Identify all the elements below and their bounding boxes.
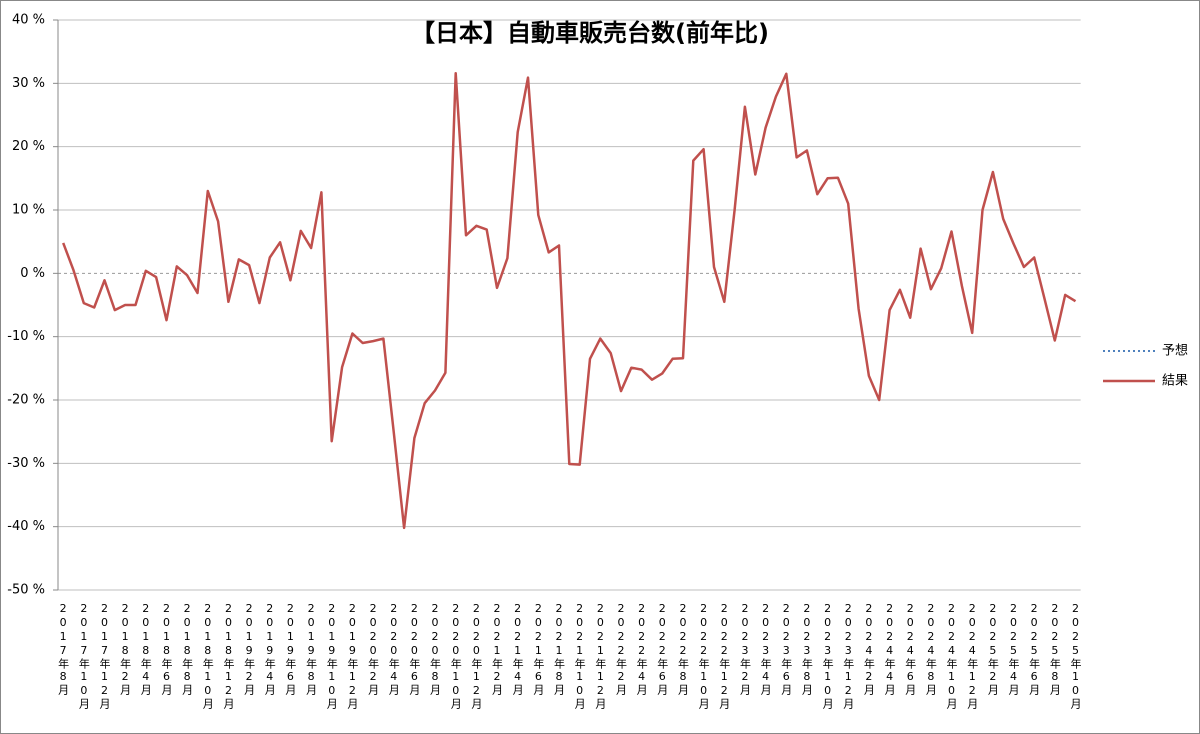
x-tick-label: 2018年12月: [222, 602, 235, 710]
x-tick-label: 2021年8月: [553, 602, 566, 696]
x-tick-label: 2023年4月: [759, 602, 772, 696]
x-tick-label: 2020年8月: [429, 602, 442, 696]
x-tick-label: 2024年6月: [904, 602, 917, 696]
x-tick-label: 2018年6月: [160, 602, 173, 696]
y-tick-label: -10 %: [7, 329, 45, 344]
x-tick-label: 2019年12月: [346, 602, 359, 710]
x-tick-label: 2022年10月: [697, 602, 710, 710]
chart-title: 【日本】自動車販売台数(前年比): [411, 19, 769, 47]
y-tick-label: 0 %: [20, 266, 45, 281]
y-tick-label: -50 %: [7, 583, 45, 598]
y-tick-label: 40 %: [12, 13, 45, 28]
y-tick-label: 10 %: [12, 203, 45, 218]
x-tick-label: 2018年4月: [139, 602, 152, 696]
x-tick-label: 2021年2月: [491, 602, 504, 696]
x-tick-label: 2021年12月: [594, 602, 607, 710]
x-tick-label: 2019年10月: [325, 602, 338, 710]
y-tick-label: -20 %: [7, 393, 45, 408]
x-tick-label: 2018年2月: [119, 602, 132, 696]
x-tick-label: 2021年10月: [573, 602, 586, 710]
x-tick-label: 2020年4月: [387, 602, 400, 696]
x-tick-label: 2021年6月: [532, 602, 545, 696]
x-tick-label: 2023年12月: [842, 602, 855, 710]
x-tick-label: 2022年4月: [635, 602, 648, 696]
x-tick-label: 2025年6月: [1028, 602, 1041, 696]
x-tick-label: 2020年2月: [367, 602, 380, 696]
x-tick-label: 2023年6月: [780, 602, 793, 696]
x-tick-label: 2024年8月: [924, 602, 937, 696]
x-tick-label: 2019年4月: [263, 602, 276, 696]
x-tick-label: 2020年12月: [470, 602, 483, 710]
y-tick-label: 30 %: [12, 76, 45, 91]
x-tick-label: 2025年10月: [1069, 602, 1082, 710]
y-tick-label: -40 %: [7, 519, 45, 534]
x-tick-label: 2025年2月: [986, 602, 999, 696]
legend-label: 予想: [1162, 343, 1188, 359]
x-tick-label: 2023年10月: [821, 602, 834, 710]
x-tick-label: 2018年10月: [201, 602, 214, 710]
series-line: [62, 71, 1077, 530]
x-tick-label: 2017年12月: [98, 602, 111, 710]
x-tick-label: 2023年2月: [738, 602, 751, 696]
x-tick-label: 2019年2月: [243, 602, 256, 696]
x-tick-label: 2022年2月: [614, 602, 627, 696]
x-tick-label: 2024年2月: [862, 602, 875, 696]
y-tick-label: -30 %: [7, 456, 45, 471]
x-tick-label: 2024年10月: [945, 602, 958, 710]
legend-label: 結果: [1162, 374, 1188, 389]
x-tick-label: 2017年10月: [77, 602, 90, 710]
x-tick-label: 2017年8月: [57, 602, 70, 696]
y-tick-label: 20 %: [12, 139, 45, 154]
x-tick-label: 2022年12月: [718, 602, 731, 710]
x-tick-label: 2020年6月: [408, 602, 421, 696]
x-tick-label: 2025年8月: [1048, 602, 1061, 696]
x-tick-label: 2024年12月: [966, 602, 979, 710]
x-tick-label: 2020年10月: [449, 602, 462, 710]
x-tick-label: 2021年4月: [511, 602, 524, 696]
x-tick-label: 2025年4月: [1007, 602, 1020, 696]
x-tick-label: 2019年6月: [284, 602, 297, 696]
x-tick-label: 2022年6月: [656, 602, 669, 696]
x-tick-label: 2023年8月: [800, 602, 813, 696]
x-tick-label: 2022年8月: [676, 602, 689, 696]
x-tick-label: 2024年4月: [883, 602, 896, 696]
x-tick-label: 2019年8月: [305, 602, 318, 696]
x-tick-label: 2018年8月: [181, 602, 194, 696]
